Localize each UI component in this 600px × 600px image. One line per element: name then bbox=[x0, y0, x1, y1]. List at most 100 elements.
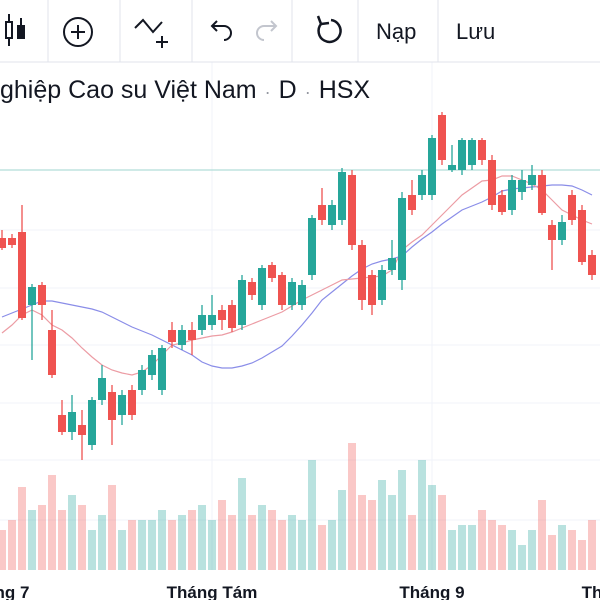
volume-bar bbox=[58, 510, 66, 570]
volume-bar bbox=[538, 500, 546, 570]
moving-average bbox=[1, 184, 593, 369]
candle-body bbox=[528, 175, 536, 185]
save-button[interactable]: Lưu bbox=[456, 19, 495, 44]
interval[interactable]: D bbox=[278, 76, 297, 104]
candle-body bbox=[448, 165, 456, 170]
symbol-name: ghiệp Cao su Việt Nam bbox=[0, 76, 257, 104]
candle-body bbox=[468, 140, 476, 165]
volume-bar bbox=[358, 495, 366, 570]
candle-body bbox=[48, 330, 56, 375]
volume-bar bbox=[298, 520, 306, 570]
volume-bar bbox=[198, 505, 206, 570]
candle-body bbox=[358, 245, 366, 300]
candle-body bbox=[338, 172, 346, 220]
volume-bar bbox=[128, 520, 136, 570]
candle-body bbox=[168, 330, 176, 342]
candle-body bbox=[0, 238, 6, 248]
volume-bar bbox=[8, 520, 16, 570]
volume-bar bbox=[278, 520, 286, 570]
volume-bar bbox=[518, 545, 526, 570]
volume-bar bbox=[118, 530, 126, 570]
volume-bar bbox=[38, 505, 46, 570]
volume-bar bbox=[338, 490, 346, 570]
candle-body bbox=[138, 370, 146, 390]
candle-body bbox=[298, 285, 306, 305]
volume-bar bbox=[248, 515, 256, 570]
volume-bar bbox=[568, 530, 576, 570]
candle-body bbox=[198, 315, 206, 330]
volume-bar bbox=[348, 443, 356, 570]
volume-bar bbox=[408, 515, 416, 570]
volume-bar bbox=[158, 510, 166, 570]
candle-body bbox=[308, 218, 316, 275]
candle-body bbox=[508, 180, 516, 210]
volume-bar bbox=[48, 475, 56, 570]
volume-bar bbox=[498, 525, 506, 570]
candle-body bbox=[438, 115, 446, 160]
compare-icon[interactable] bbox=[134, 18, 168, 48]
volume-bar bbox=[138, 520, 146, 570]
volume-bar bbox=[318, 525, 326, 570]
candle-body bbox=[118, 395, 126, 415]
separator: · bbox=[264, 82, 271, 102]
volume-bar bbox=[268, 510, 276, 570]
candle-body bbox=[28, 287, 36, 305]
candle-body bbox=[348, 175, 356, 245]
x-tick-label: Tháng 9 bbox=[399, 583, 464, 600]
candle-body bbox=[108, 392, 116, 420]
candle-body bbox=[568, 195, 576, 220]
candle-body bbox=[258, 268, 266, 305]
candle-body bbox=[98, 378, 106, 400]
candle-body bbox=[478, 140, 486, 160]
separator: · bbox=[304, 82, 311, 102]
candle-body bbox=[178, 330, 186, 345]
volume-bar bbox=[368, 500, 376, 570]
candle-body bbox=[368, 275, 376, 305]
candles-icon[interactable] bbox=[5, 14, 25, 46]
candle-body bbox=[458, 140, 466, 170]
candle-body bbox=[578, 210, 586, 262]
volume-bar bbox=[0, 530, 6, 570]
candle-body bbox=[188, 330, 196, 340]
candle-body bbox=[248, 282, 256, 295]
volume-bar bbox=[388, 495, 396, 570]
volume-bar bbox=[178, 515, 186, 570]
candle-body bbox=[38, 285, 46, 305]
volume-bar bbox=[28, 510, 36, 570]
candle-body bbox=[388, 258, 396, 270]
candle-body bbox=[58, 415, 66, 432]
volume-bar bbox=[438, 495, 446, 570]
volume-bar bbox=[458, 525, 466, 570]
candle-body bbox=[558, 222, 566, 240]
volume-bar bbox=[108, 485, 116, 570]
x-tick-label: ng 7 bbox=[0, 583, 29, 600]
add-indicator-icon[interactable] bbox=[63, 17, 93, 47]
candle-body bbox=[408, 195, 416, 210]
volume-bar bbox=[548, 535, 556, 570]
volume-bar bbox=[588, 520, 596, 570]
load-button[interactable]: Nạp bbox=[376, 19, 416, 44]
volume-bar bbox=[488, 520, 496, 570]
volume-bar bbox=[288, 515, 296, 570]
undo-icon[interactable] bbox=[210, 20, 232, 41]
candle-body bbox=[158, 348, 166, 390]
volume-bar bbox=[418, 460, 426, 570]
candle-body bbox=[88, 400, 96, 445]
candle-body bbox=[128, 390, 136, 415]
volume-bar bbox=[428, 485, 436, 570]
reload-icon[interactable] bbox=[316, 15, 342, 44]
candle-body bbox=[228, 305, 236, 328]
toolbar: Nạp Lưu bbox=[0, 0, 600, 63]
candle-body bbox=[428, 138, 436, 195]
candle-body bbox=[498, 195, 506, 212]
volume-bar bbox=[478, 510, 486, 570]
volume-bar bbox=[228, 515, 236, 570]
candle-body bbox=[68, 412, 76, 432]
candle-body bbox=[518, 180, 526, 192]
candle-body bbox=[8, 238, 16, 245]
x-tick-label: Th bbox=[582, 583, 600, 600]
volume-bar bbox=[218, 500, 226, 570]
candle-body bbox=[278, 275, 286, 305]
